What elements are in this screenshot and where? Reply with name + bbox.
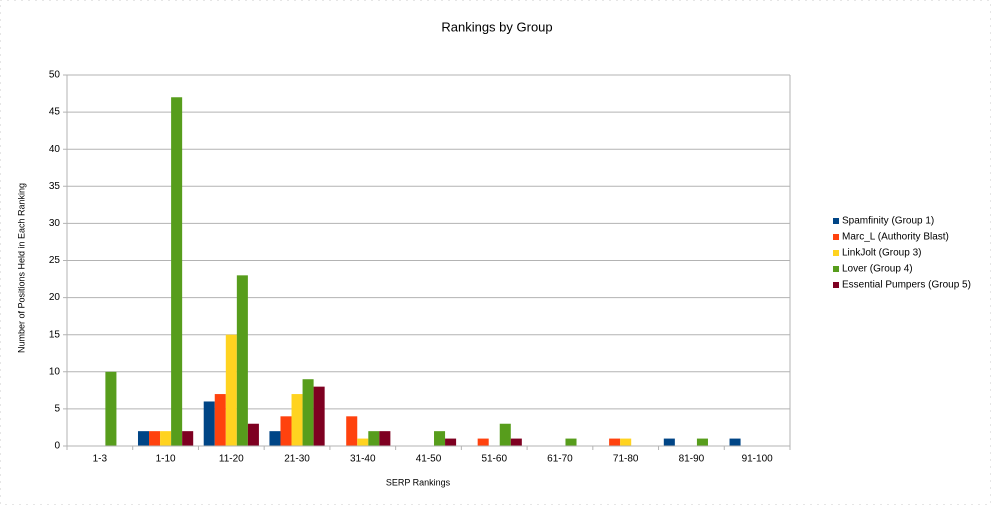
bar	[434, 431, 446, 446]
bar	[137, 431, 150, 446]
bar	[609, 438, 621, 446]
y-tick-label: 25	[49, 255, 61, 266]
legend-swatch	[833, 234, 839, 240]
y-tick-label: 5	[54, 404, 60, 415]
x-tick-label: 41-50	[416, 454, 442, 465]
y-tick-label: 50	[49, 70, 61, 81]
bar	[149, 431, 161, 446]
y-tick-label: 15	[49, 329, 61, 340]
bar	[225, 334, 237, 446]
y-tick-label: 30	[49, 218, 61, 229]
bar	[346, 416, 358, 446]
bar	[302, 379, 314, 446]
bar	[105, 371, 117, 446]
bar	[499, 423, 511, 446]
x-tick-label: 1-10	[156, 454, 176, 465]
legend-swatch	[833, 282, 839, 288]
bar	[379, 431, 391, 446]
bar	[620, 438, 632, 446]
bar	[368, 431, 380, 446]
x-tick-label: 11-20	[219, 454, 244, 465]
y-axis-label: Number of Positions Held in Each Ranking	[16, 183, 26, 353]
bar	[510, 438, 522, 446]
y-tick-label: 40	[49, 144, 61, 155]
y-tick-label: 0	[54, 441, 60, 452]
legend-label: Spamfinity (Group 1)	[842, 216, 934, 227]
x-tick-label: 51-60	[481, 454, 507, 465]
bar	[160, 431, 172, 446]
y-tick-label: 35	[49, 181, 61, 192]
legend-label: Lover (Group 4)	[842, 264, 913, 275]
bar	[291, 394, 303, 446]
bar	[729, 438, 741, 446]
chart-title: Rankings by Group	[441, 19, 552, 34]
legend-swatch	[833, 250, 839, 256]
bar	[203, 401, 215, 446]
legend-swatch	[833, 266, 839, 272]
x-tick-label: 71-80	[613, 454, 639, 465]
bar	[565, 438, 577, 446]
legend-label: Marc_L (Authority Blast)	[842, 232, 949, 243]
bar	[477, 438, 489, 446]
x-tick-label: 81-90	[679, 454, 705, 465]
x-tick-label: 21-30	[284, 454, 310, 465]
bar	[214, 394, 226, 446]
bar	[182, 431, 194, 446]
bar	[357, 438, 369, 446]
x-tick-label: 1-3	[93, 454, 108, 465]
y-tick-label: 45	[49, 107, 61, 118]
bar	[663, 438, 675, 446]
bar	[445, 438, 457, 446]
bar	[696, 438, 708, 446]
bar	[236, 275, 248, 446]
x-tick-label: 31-40	[350, 454, 376, 465]
x-tick-label: 91-100	[742, 454, 774, 465]
legend-label: Essential Pumpers (Group 5)	[842, 280, 971, 291]
bar	[269, 431, 281, 446]
x-axis-label: SERP Rankings	[386, 477, 451, 487]
bar	[247, 423, 259, 446]
bar	[280, 416, 292, 446]
y-tick-label: 10	[49, 366, 61, 377]
legend-swatch	[833, 218, 839, 224]
y-tick-label: 20	[49, 292, 61, 303]
bar	[171, 97, 183, 446]
bar	[313, 386, 325, 446]
x-tick-label: 61-70	[547, 454, 573, 465]
legend-label: LinkJolt (Group 3)	[842, 248, 921, 259]
